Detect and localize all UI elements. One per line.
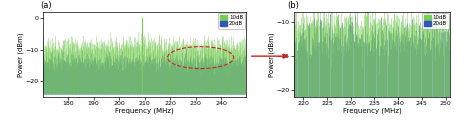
X-axis label: Frequency (MHz): Frequency (MHz): [343, 107, 401, 114]
X-axis label: Frequency (MHz): Frequency (MHz): [115, 107, 174, 114]
Y-axis label: Power (dBm): Power (dBm): [18, 32, 24, 77]
Legend: 10dB, 20dB: 10dB, 20dB: [218, 13, 246, 29]
Y-axis label: Power (dBm): Power (dBm): [269, 32, 275, 77]
Legend: 10dB, 20dB: 10dB, 20dB: [422, 13, 449, 29]
Text: (b): (b): [288, 1, 300, 10]
Text: (a): (a): [41, 1, 52, 10]
